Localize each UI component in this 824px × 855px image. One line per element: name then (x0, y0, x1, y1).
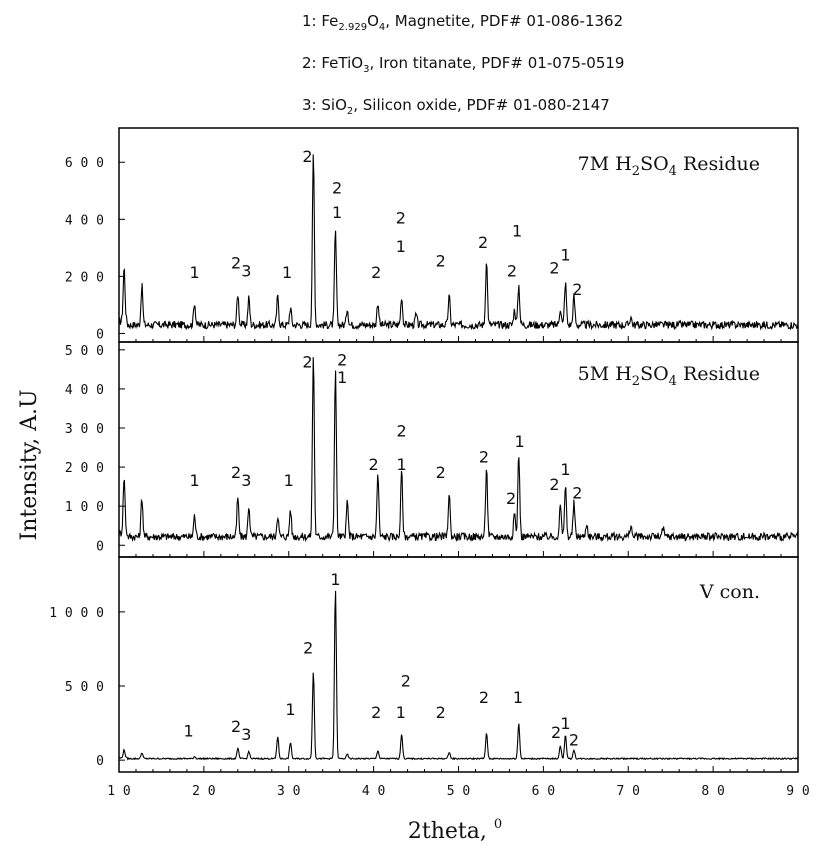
panel-title: 7M H2SO4 Residue (578, 153, 760, 179)
peak-label: 1 (282, 263, 292, 282)
peak-label: 1 (189, 263, 199, 282)
peak-label: 1 (513, 688, 523, 707)
peak-label: 1 (184, 721, 194, 740)
panel-frame (118, 556, 799, 773)
x-tick-label: 1 0 (107, 784, 130, 799)
y-tick-label: 4 0 0 (65, 213, 104, 228)
peak-label: 1 (330, 570, 340, 589)
y-tick-label: 4 0 0 (65, 383, 104, 398)
legend-entry-1: 1: Fe2.929O4, Magnetite, PDF# 01-086-136… (302, 12, 623, 33)
peak-label: 2 (303, 638, 313, 657)
peak-label: 1 (285, 700, 295, 719)
peak-label: 1 (189, 471, 199, 490)
legend-entry-2: 2: FeTiO3, Iron titanate, PDF# 01-075-05… (302, 54, 624, 75)
peak-label: 2 (369, 455, 379, 474)
x-tick-label: 7 0 (617, 784, 640, 799)
peak-label: 2 (302, 352, 312, 371)
peak-label: 2 (302, 147, 312, 166)
phase-legend: 1: Fe2.929O4, Magnetite, PDF# 01-086-136… (302, 12, 624, 117)
x-axis-title: 2theta, 0 (408, 817, 502, 844)
peak-label: 1 (512, 221, 522, 240)
peak-label: 1 (560, 460, 570, 479)
peak-label: 3 (241, 725, 251, 744)
y-tick-label: 5 0 0 (65, 344, 104, 359)
x-tick-label: 2 0 (192, 784, 215, 799)
peak-label: 1 (397, 455, 407, 474)
legend-entry-3: 3: SiO2, Silicon oxide, PDF# 01-080-2147 (302, 96, 610, 117)
y-tick-label: 1 0 0 0 (49, 606, 104, 621)
peak-label: 1 (332, 203, 342, 222)
xrd-trace (118, 154, 799, 331)
peak-label: 1 (396, 237, 406, 256)
x-tick-label: 9 0 (786, 784, 809, 799)
peak-label: 1 (515, 432, 525, 451)
y-tick-label: 2 0 0 (65, 461, 104, 476)
peak-label: 2 (572, 483, 582, 502)
peak-label: 2 (549, 475, 559, 494)
peak-label: 1 (396, 703, 406, 722)
peak-label: 2 (436, 463, 446, 482)
peak-label: 2 (371, 263, 381, 282)
peak-label: 2 (436, 703, 446, 722)
peak-label: 2 (337, 350, 347, 369)
peak-label: 1 (284, 471, 294, 490)
peak-label: 2 (551, 723, 561, 742)
peak-label: 2 (332, 179, 342, 198)
peak-label: 2 (231, 463, 241, 482)
y-tick-label: 0 (96, 754, 104, 769)
peak-label: 2 (436, 251, 446, 270)
xrd-trace (118, 590, 799, 761)
panel-title: V con. (699, 581, 760, 603)
peak-label: 2 (572, 280, 582, 299)
x-tick-label: 6 0 (532, 784, 555, 799)
y-tick-label: 3 0 0 (65, 422, 104, 437)
y-axis-title: Intensity, A.U (17, 390, 42, 541)
x-axis: 1 0 2 0 3 0 4 0 5 0 6 0 7 0 8 0 9 0 (107, 784, 809, 799)
y-tick-label: 0 (96, 327, 104, 342)
x-tick-label: 8 0 (701, 784, 724, 799)
y-tick-label: 1 0 0 (65, 500, 104, 515)
peak-label: 2 (506, 489, 516, 508)
peak-label: 1 (337, 368, 347, 387)
peak-label: 2 (371, 703, 381, 722)
peak-label: 3 (241, 261, 251, 280)
y-tick-label: 0 (96, 539, 104, 554)
peak-label: 2 (478, 233, 488, 252)
panel-title: 5M H2SO4 Residue (578, 363, 760, 389)
y-tick-label: 6 0 0 (65, 156, 104, 171)
peak-label: 1 (560, 714, 570, 733)
peak-label: 2 (396, 209, 406, 228)
y-tick-label: 2 0 0 (65, 270, 104, 285)
peak-label: 2 (479, 688, 489, 707)
x-tick-label: 5 0 (447, 784, 470, 799)
peak-label: 2 (569, 730, 579, 749)
peak-label: 2 (231, 253, 241, 272)
y-tick-label: 5 0 0 (65, 680, 104, 695)
peak-label: 2 (401, 672, 411, 691)
peak-label: 1 (560, 246, 570, 265)
panel-2: 01 0 02 0 03 0 04 0 05 0 01 2 3 12 212 122221… (65, 341, 799, 558)
peak-label: 3 (241, 471, 251, 490)
peak-label: 2 (479, 447, 489, 466)
xrd-trace (118, 357, 799, 543)
peak-label: 2 (507, 261, 517, 280)
peak-label: 2 (231, 717, 241, 736)
x-tick-label: 4 0 (362, 784, 385, 799)
peak-label: 2 (397, 422, 407, 441)
x-tick-label: 3 0 (277, 784, 300, 799)
peak-label: 2 (549, 259, 559, 278)
